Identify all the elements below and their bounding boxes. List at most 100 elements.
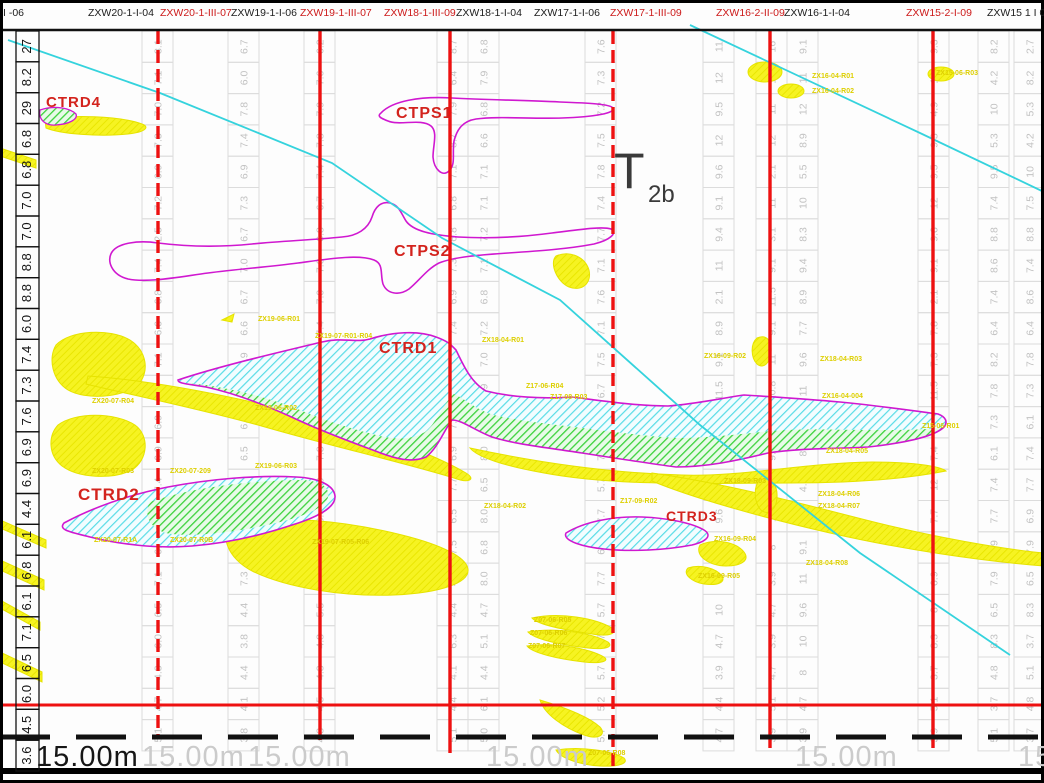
sample-label-zx19-06-r03: ZX19-06-R03 [255, 463, 298, 470]
ladder-value: 3.7 [1025, 634, 1037, 649]
borehole-header-zxw15-1-i-0: ZXW15 1 I 0 [987, 7, 1044, 19]
scale-box [15, 739, 40, 772]
sample-label-z17-06-r04: Z17-06-R04 [526, 383, 564, 390]
ladder-value: 7.2 [479, 227, 491, 242]
ladder-value: 7.8 [989, 383, 1001, 398]
formation-label-T: T [614, 143, 645, 199]
scale-value: 4.4 [19, 500, 34, 518]
ladder-value: 6.5 [989, 603, 1001, 618]
yellow-streak-2 [527, 629, 611, 650]
borehole-header-zxw17-1-iii-09: ZXW17-1-III-09 [610, 7, 682, 19]
ladder-value: 8.3 [798, 227, 810, 242]
ladder-value: 11.5 [714, 381, 726, 401]
ladder-value: 7.4 [989, 196, 1001, 211]
ladder-value: 7.5 [596, 352, 608, 367]
ladder-value: 10 [1025, 166, 1037, 178]
borehole-header-zxw18-1-iii-09: ZXW18-1-III-09 [384, 7, 456, 19]
header-partial-label: I -06 [3, 7, 25, 19]
borehole-header-zxw19-1-i-06: ZXW19-1-I-06 [231, 7, 297, 19]
sample-label-zx18-04-r05: ZX18-04-R05 [826, 448, 869, 455]
ladder-value: 6.7 [239, 290, 251, 305]
ladder-value: 7.8 [1025, 352, 1037, 367]
ladder-value: 6.7 [239, 39, 251, 54]
ladder-value: 11 [767, 104, 779, 115]
ladder-value: 9.1 [798, 540, 810, 555]
ladder-value: 7.4 [989, 477, 1001, 492]
ladder-value: 7.1 [153, 571, 165, 586]
fault-lines-group [7, 24, 1044, 656]
ladder-value: 8.8 [989, 227, 1001, 242]
ladder-value: 7.3 [239, 571, 251, 586]
ladder-value: 8.0 [479, 571, 491, 586]
ladder-value: 4.7 [714, 634, 726, 649]
ladder-value: 6.5 [479, 477, 491, 492]
ladder-value: 7.6 [596, 290, 608, 305]
ladder-value: 2.5 [153, 227, 165, 242]
yellow-blob-line16-lower2 [685, 565, 724, 585]
yellow-blob-line16-lower [698, 541, 747, 567]
ladder-value: 4.4 [479, 665, 491, 680]
ladder-value: 6.8 [479, 540, 491, 555]
yellow-bodies-group [0, 61, 1044, 767]
borehole-ladder-11: 2.7 8.2 5.3 4.2 10 7.5 8.8 7.4 8.6 6.4 7.8 7.3 6.1 7.… [1013, 30, 1044, 752]
ctrd3-orebody [564, 516, 709, 552]
ladder-value: 8.6 [1025, 290, 1037, 305]
prospect-outlines-group [108, 96, 615, 294]
ladder-value: 8 [798, 450, 810, 456]
yellow-streak-scale-5 [0, 147, 37, 169]
ladder-value: 5.5 [798, 164, 810, 179]
ladder-value: 7.4 [1025, 258, 1037, 273]
ladder-value: 11 [767, 198, 779, 209]
ladder-value: 7.7 [596, 571, 608, 586]
ladder-value: 8 [798, 670, 810, 676]
ladder-value: 7.8 [239, 102, 251, 117]
ladder-value: 6.4 [1025, 321, 1037, 336]
yellow-blob-line16-upper [751, 336, 772, 367]
scale-value: 6.5 [19, 654, 34, 672]
scale-value: 6.0 [19, 315, 34, 333]
yellow-body-left-2 [50, 414, 146, 477]
ladder-value: 6.9 [1025, 509, 1037, 524]
scale-value: 6.8 [19, 130, 34, 148]
ladder-value: 7.0 [479, 352, 491, 367]
yellow-blob-topright-1 [747, 61, 783, 83]
ladder-value: 16 [767, 41, 779, 53]
ladder-value: 5.3 [989, 133, 1001, 148]
ladder-value: 8.2 [1025, 70, 1037, 85]
sample-label-zx16-09-r05: ZX16-09-R05 [698, 573, 741, 580]
borehole-header-zxw20-1-i-04: ZXW20-1-I-04 [88, 7, 154, 19]
scale-value: 6.8 [19, 562, 34, 580]
scalebar-label-4: 15.00m [795, 741, 898, 773]
sample-label-zx18-04-r01: ZX18-04-R01 [482, 337, 525, 344]
ctrd2-orebody-green [147, 480, 329, 535]
scale-value: 8.8 [19, 253, 34, 271]
scalebar-label-3: 15.00m [486, 741, 589, 773]
ladder-value: 2.7 [1025, 39, 1037, 54]
yellow-body-center-bottom [225, 519, 469, 596]
scale-value: 7.1 [19, 623, 34, 641]
sample-label-z15-06-r01: Z15-06-R01 [922, 423, 960, 430]
ladder-value: 6.8 [479, 102, 491, 117]
sample-label-z17-09-r02: Z17-09-R02 [620, 498, 658, 505]
sample-label-zx16-04-r02: ZX16-04-R02 [812, 88, 855, 95]
ladder-value: 7.7 [596, 227, 608, 242]
sample-label-zx19-06-r02: ZX19-06-R02 [255, 405, 298, 412]
ladder-value: 9.4 [798, 258, 810, 273]
sample-label-zx18-04-r06: ZX18-04-R06 [818, 491, 861, 498]
scalebar-label-0: 15.00m [36, 741, 139, 773]
ladder-value: 6.8 [153, 290, 165, 305]
sample-label-zx19-06-r01: ZX19-06-R01 [258, 316, 301, 323]
zone-label-ctps1: CTPS1 [396, 105, 453, 122]
ladder-value: 4.3 [153, 665, 165, 680]
ladder-value: 7.1 [596, 258, 608, 273]
ladder-value: 6.6 [479, 133, 491, 148]
ladder-value: 5.7 [596, 603, 608, 618]
formation-label-subscript: 2b [648, 181, 675, 208]
borehole-header-zxw19-1-iii-07: ZXW19-1-III-07 [300, 7, 372, 19]
ladder-value: 7.5 [596, 133, 608, 148]
ladder-value: 8.2 [989, 352, 1001, 367]
ladder-value: 7.9 [989, 571, 1001, 586]
borehole-header-zxw16-2-ii-09: ZXW16-2-II-09 [716, 7, 785, 19]
